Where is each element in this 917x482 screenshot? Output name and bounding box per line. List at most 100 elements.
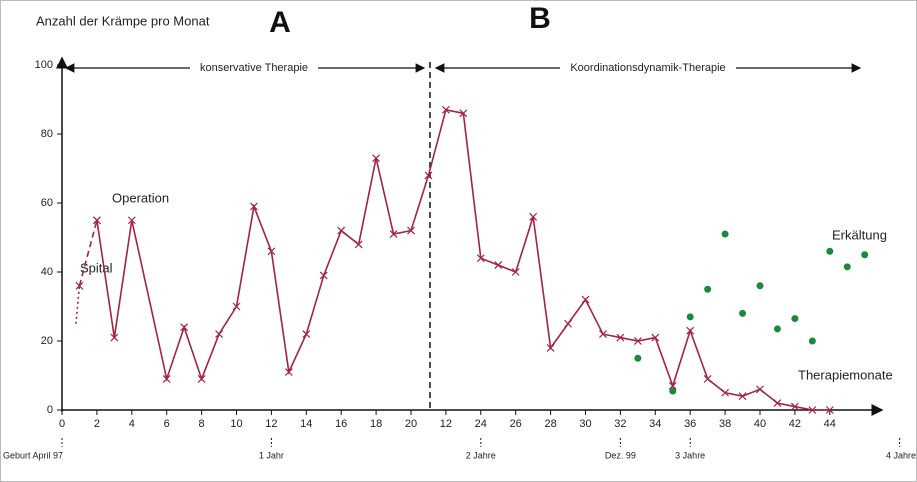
cross-marker [407,226,415,235]
x-tick-label: 20 [405,418,417,430]
age-tick-label: Dez. 99 [605,450,636,460]
y-tick-label: 60 [41,197,53,209]
dot [756,282,764,290]
dot [773,325,781,333]
age-tick-label: 1 Jahr [259,450,284,460]
cross-marker [284,368,293,376]
y-tick-label: 40 [41,266,53,278]
dot [739,309,747,317]
label-bg [560,60,736,76]
cross-marker [354,240,363,249]
x-tick-label: 14 [300,418,312,430]
data-line [96,108,830,411]
x-tick-label: 44 [824,418,836,430]
chart-title: Anzahl der Krämpe pro Monat [36,13,210,28]
x-tick-label: 4 [129,418,135,430]
age-tick-label: Geburt April 97 [3,450,63,460]
cross-marker [441,105,450,114]
dot [861,251,869,259]
dot [634,354,642,362]
x-tick-label: 24 [475,418,487,430]
cross-marker [511,268,520,276]
cross-marker [162,375,171,383]
cross-marker [232,302,241,311]
cross-marker [651,333,660,342]
x-tick-label: 34 [649,418,661,430]
cross-marker [389,230,398,238]
dot [808,337,816,345]
x-tick-label: 12 [440,418,452,430]
y-tick-label: 20 [41,335,53,347]
cross-marker [215,330,223,339]
x-tick-label: 36 [684,418,696,430]
cross-marker [337,226,346,235]
dot [721,230,729,238]
cross-marker [703,375,712,383]
annotation: Operation [112,190,169,205]
cross-marker [372,154,381,163]
dot [704,285,712,293]
x-tick-label: 32 [614,418,626,430]
x-tick-label: 8 [199,418,205,430]
cross-marker [267,247,276,256]
x-tick-label: 18 [370,418,382,430]
cross-marker [773,399,782,408]
dot [843,263,851,271]
cross-marker [721,388,730,397]
cross-marker [250,202,258,211]
cross-marker [494,261,503,270]
x-tick-label: 6 [164,418,170,430]
cross-marker [790,402,799,411]
cross-marker [756,385,764,394]
cross-marker [110,333,119,342]
x-tick-label: 16 [335,418,347,430]
x-tick-label: 10 [230,418,242,430]
label-bg [190,60,318,76]
cross-marker [581,295,590,304]
x-tick-label: 12 [265,418,277,430]
cross-marker [808,406,817,414]
cross-marker [476,254,485,263]
x-tick-label: 26 [510,418,522,430]
data-line [75,285,81,324]
cross-marker [564,319,572,328]
x-tick-label: 0 [59,418,65,430]
age-tick-label: 4 Jahre [886,450,916,460]
cross-marker [738,392,747,401]
cross-marker [616,333,625,342]
section-label: B [529,2,551,35]
cross-marker [459,109,468,118]
annotation: Therapiemonate [798,367,893,382]
x-tick-label: 38 [719,418,731,430]
y-tick-label: 0 [47,404,53,416]
x-tick-label: 2 [94,418,100,430]
cross-marker [546,343,555,352]
age-tick-label: 3 Jahre [675,450,705,460]
cross-marker [302,330,311,339]
dot [669,387,677,395]
x-tick-label: 28 [544,418,556,430]
cross-marker [75,281,84,290]
dot [686,313,694,321]
annotation: Erkältung [832,227,887,242]
y-tick-label: 80 [41,128,53,140]
cross-marker [319,271,328,280]
cross-marker [633,337,642,345]
cross-marker [127,216,136,225]
cross-marker [686,326,695,335]
x-tick-label: 40 [754,418,766,430]
x-tick-label: 30 [579,418,591,430]
x-tick-label: 42 [789,418,801,430]
cross-marker [92,216,101,225]
cross-marker [599,330,607,339]
range-label: Koordinationsdynamik-Therapie [570,62,725,74]
section-label: A [269,6,291,39]
cross-marker [529,212,538,221]
dot [826,247,834,255]
cross-marker [668,381,677,390]
cross-marker [424,171,433,180]
cross-marker [197,375,206,383]
age-tick-label: 2 Jahre [466,450,496,460]
dot [791,315,799,323]
